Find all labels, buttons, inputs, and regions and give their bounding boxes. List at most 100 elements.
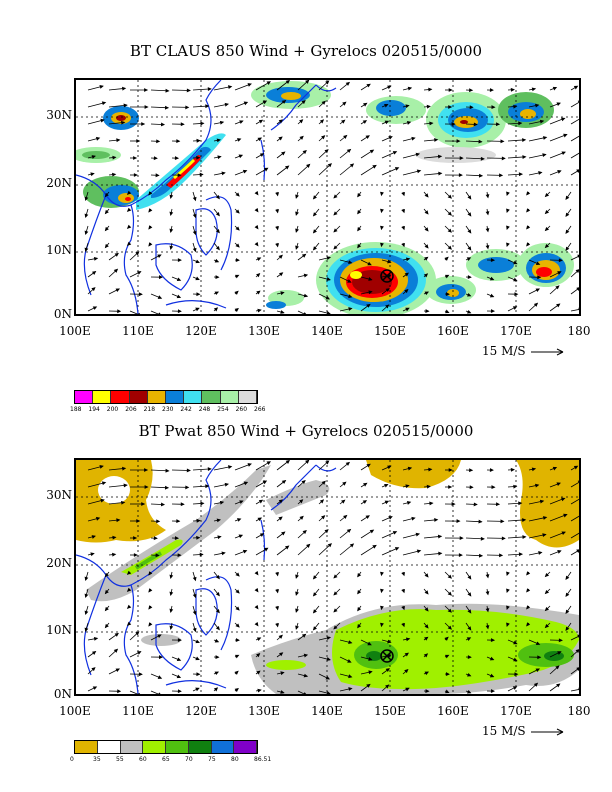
wind-vector-head [387, 639, 392, 644]
wind-vector-head [424, 227, 429, 232]
wind-vector-head [577, 254, 579, 259]
wind-vector-head [429, 501, 434, 506]
wind-vector-head [459, 536, 464, 541]
panel1-lat-30n: 30N [46, 108, 72, 122]
wind-vector-head [556, 683, 561, 688]
wind-vector-head [144, 485, 149, 489]
wind-vector-head [301, 99, 306, 105]
wind-vector-head [295, 574, 299, 579]
wind-vector-head [275, 192, 280, 197]
wind-vector-head [148, 242, 153, 247]
wind-vector-head [556, 102, 561, 107]
wind-vector-head [136, 519, 141, 523]
wind-vector-head [467, 592, 472, 597]
wind-vector-head [444, 256, 449, 261]
wind-vector-head [254, 191, 259, 196]
wind-vector-head [177, 553, 182, 558]
panel1-lon-180: 180 [567, 324, 591, 338]
wind-vector-head [299, 515, 304, 520]
panel1-lon-160e: 160E [437, 324, 469, 338]
wind-vector-head [380, 191, 384, 197]
wind-vector-head [384, 103, 389, 108]
wind-vector-head [534, 483, 540, 488]
wind-vector-head [275, 589, 280, 594]
wind-vector-head [401, 605, 405, 611]
legend-tick-label: 0 [70, 756, 74, 763]
legend-tick-label: 230 [162, 406, 174, 413]
wind-vector-head [426, 484, 431, 489]
wind-vector-head [84, 576, 89, 581]
wind-vector-head [115, 668, 121, 673]
wind-vector-head [466, 292, 472, 297]
wind-vector-head [423, 273, 429, 278]
wind-vector-head [215, 574, 220, 580]
legend-swatch [184, 391, 203, 403]
wind-vector-head [254, 605, 259, 610]
wind-vector-head [423, 653, 429, 658]
wind-vector-head [343, 134, 348, 139]
legend-swatch [97, 741, 121, 753]
wind-vector-head [478, 519, 483, 524]
wind-vector [150, 310, 160, 314]
wind-vector-head [491, 105, 496, 110]
wind-vector-head [518, 121, 523, 126]
wind-vector-head [215, 608, 220, 614]
wind-vector-head [577, 100, 579, 103]
panel2-coastlines [76, 460, 337, 694]
wind-vector-head [437, 534, 443, 539]
wind-vector-head [256, 637, 262, 642]
wind-vector-head [333, 245, 338, 250]
wind-vector-head [299, 499, 304, 504]
wind-vector-head [186, 88, 191, 93]
wind-vector-head [243, 481, 249, 486]
panel1-scale-text: 15 M/S [482, 344, 526, 358]
wind-vector-head [544, 572, 550, 578]
wind-vector-head [121, 120, 126, 125]
legend-tick-label: 70 [185, 756, 193, 763]
wind-vector-head [499, 173, 504, 178]
wind-vector-head [346, 528, 352, 533]
wind-vector-head [92, 686, 98, 690]
scale-arrow-icon [531, 728, 564, 735]
wind-vector-head [485, 574, 490, 579]
wind-vector-head [278, 634, 283, 639]
wind-vector-head [195, 639, 200, 644]
wind-vector-head [285, 80, 290, 84]
wind-vector-head [177, 689, 182, 694]
panel2-lon-160e: 160E [437, 704, 469, 718]
wind-vector-head [447, 608, 452, 613]
wind-vector-head [195, 259, 200, 264]
wind-vector-head [385, 304, 390, 309]
legend-tick-label: 254 [217, 406, 229, 413]
wind-vector-head [341, 119, 346, 124]
wind-vector-head [227, 85, 233, 90]
wind-vector [570, 152, 579, 159]
wind-vector-head [278, 254, 283, 259]
wind-vector-head [342, 101, 347, 106]
wind-vector-head [526, 208, 531, 213]
wind-vector-head [104, 192, 109, 198]
wind-vector-head [561, 117, 566, 122]
wind-vector [570, 135, 579, 142]
wind-vector-head [557, 170, 562, 174]
wind-vector-head [302, 149, 307, 155]
wind-vector-head [513, 484, 518, 489]
wind-vector-head [469, 88, 474, 93]
wind-vector-head [121, 500, 126, 505]
wind-vector-head [148, 605, 153, 610]
wind-vector-head [489, 468, 494, 473]
wind-vector-head [215, 591, 220, 597]
wind-vector-head [303, 312, 307, 314]
wind-vector-head [406, 500, 412, 505]
wind-vector-head [280, 310, 285, 314]
wind-vector-head [235, 226, 240, 231]
wind-vector-head [280, 690, 285, 694]
wind-vector-head [565, 246, 570, 251]
wind-vector-head [295, 211, 299, 216]
wind-vector-head [392, 531, 398, 535]
wind-vector-head [387, 465, 392, 470]
wind-vector-head [407, 466, 413, 471]
wind-vector-head [196, 155, 201, 160]
panel2-scale-label: 15 M/S [482, 724, 569, 738]
legend-swatch [75, 391, 94, 403]
